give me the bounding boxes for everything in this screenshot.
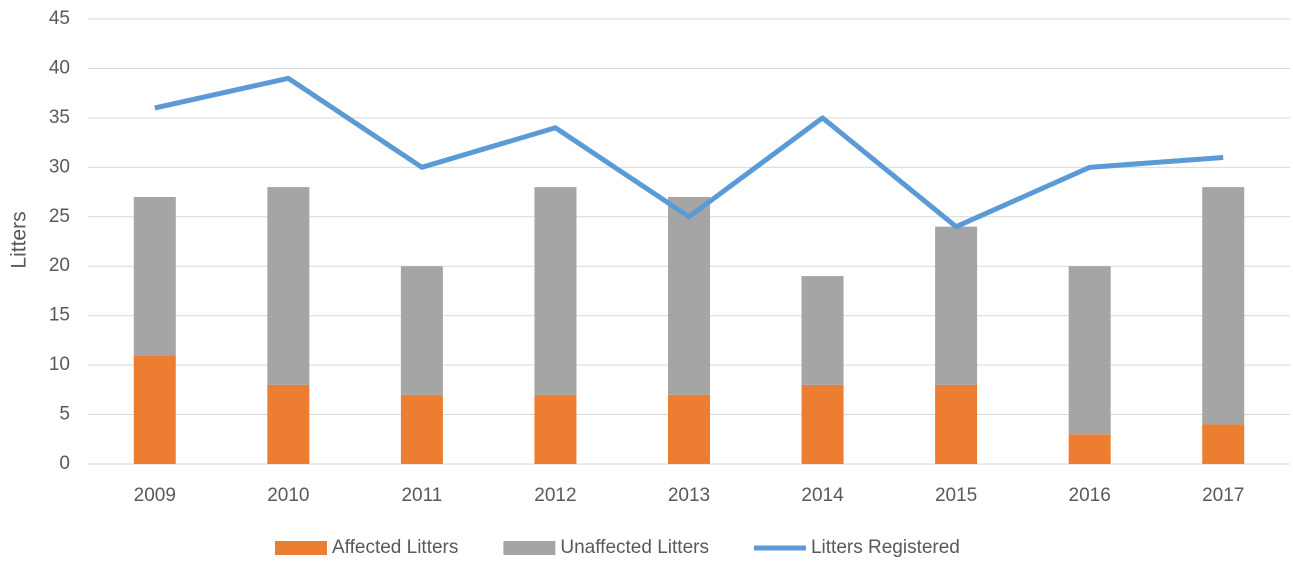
- bar: [1068, 266, 1111, 435]
- legend-label: Affected Litters: [332, 537, 458, 558]
- x-tick-label: 2015: [935, 485, 977, 506]
- y-tick-label: 5: [59, 404, 70, 425]
- bar: [133, 197, 176, 356]
- bar: [133, 355, 176, 464]
- line: [154, 75, 1224, 230]
- bar: [935, 384, 978, 464]
- x-tick-label: 2011: [401, 485, 442, 506]
- x-tick-label: 2016: [1069, 485, 1111, 506]
- bar: [1068, 434, 1111, 464]
- bar: [267, 187, 310, 385]
- bar: [400, 266, 443, 395]
- legend-swatch: [275, 541, 327, 555]
- y-tick-label: 20: [49, 255, 70, 276]
- y-tick-label: 0: [59, 453, 70, 474]
- bar: [801, 384, 844, 464]
- x-tick-label: 2013: [668, 485, 710, 506]
- y-axis-label: Litters: [8, 211, 31, 268]
- bar: [400, 394, 443, 464]
- bar: [534, 394, 577, 464]
- y-tick-label: 25: [49, 206, 70, 227]
- y-tick-label: 45: [49, 8, 70, 29]
- legend-label: Litters Registered: [811, 537, 960, 558]
- bar: [935, 226, 978, 385]
- x-tick-label: 2014: [801, 485, 844, 506]
- bar: [534, 187, 577, 395]
- bar: [668, 394, 710, 464]
- y-tick-label: 15: [49, 305, 70, 326]
- y-tick-label: 10: [49, 354, 70, 375]
- y-tick-label: 40: [49, 57, 70, 78]
- bar: [1202, 424, 1245, 464]
- x-tick-label: 2010: [267, 485, 309, 506]
- bar: [1202, 187, 1245, 425]
- x-tick-label: 2017: [1202, 485, 1244, 506]
- legend-label: Unaffected Litters: [560, 537, 709, 558]
- bar: [801, 276, 844, 385]
- x-tick-label: 2012: [534, 485, 576, 506]
- legend-swatch: [503, 541, 556, 555]
- bar: [668, 197, 710, 395]
- y-tick-label: 35: [49, 107, 70, 128]
- bar: [267, 384, 310, 464]
- x-tick-label: 2009: [134, 485, 176, 506]
- y-tick-label: 30: [49, 156, 70, 177]
